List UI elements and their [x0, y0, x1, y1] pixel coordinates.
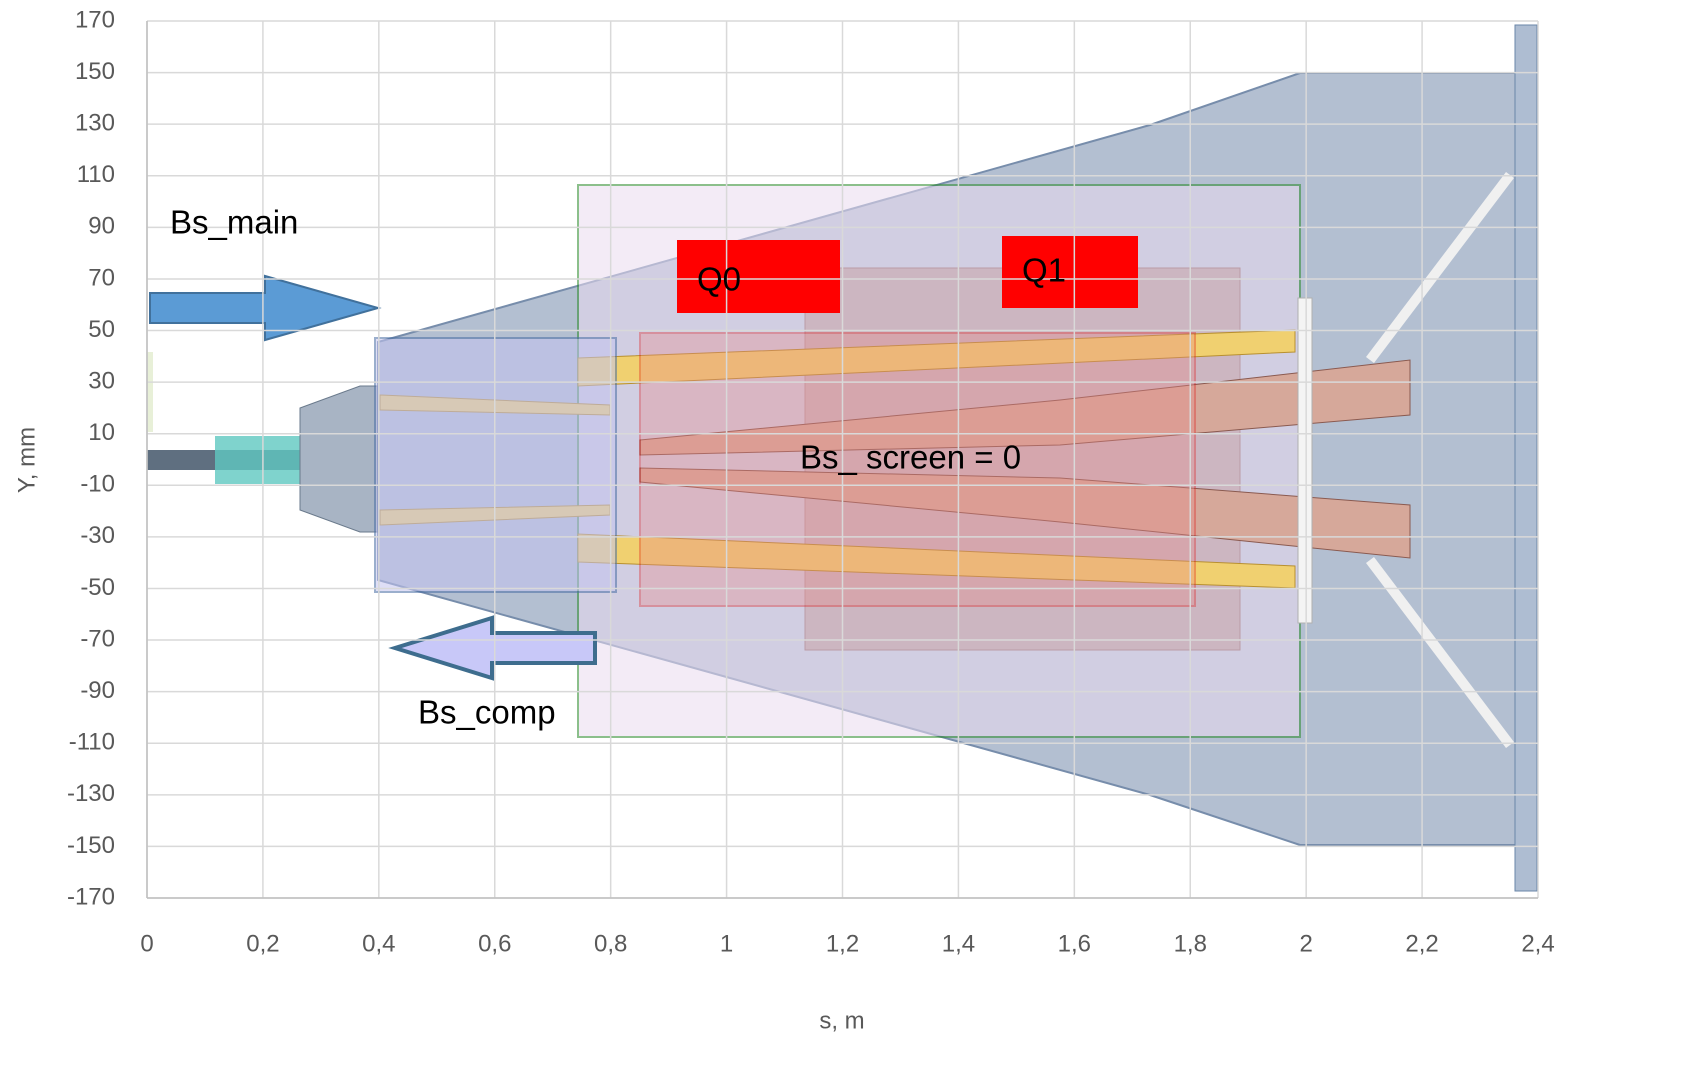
x-tick-label: 2,2	[1405, 930, 1438, 957]
y-tick-label: 170	[75, 6, 115, 33]
annotation: Bs_ screen = 0	[800, 439, 1021, 476]
annotation: Q1	[1022, 252, 1066, 289]
screen-plate	[1298, 298, 1312, 623]
y-tick-label: -10	[80, 471, 115, 498]
end-plate	[1515, 25, 1537, 891]
y-tick-label: -110	[69, 729, 115, 756]
y-tick-label: 50	[88, 316, 115, 343]
annotation: Bs_comp	[418, 694, 556, 731]
y-tick-label: 90	[88, 213, 115, 240]
y-tick-label: -70	[80, 625, 115, 652]
x-tick-label: 0,4	[362, 930, 395, 957]
y-tick-label: -130	[67, 780, 115, 807]
x-tick-label: 0,2	[246, 930, 279, 957]
y-tick-label: 130	[75, 110, 115, 137]
y-tick-label: -90	[80, 677, 115, 704]
x-tick-label: 1,8	[1174, 930, 1207, 957]
x-tick-label: 2	[1299, 930, 1312, 957]
x-tick-label: 1,2	[826, 930, 859, 957]
x-tick-label: 0,6	[478, 930, 511, 957]
annotation: Q0	[697, 261, 741, 298]
bellows	[215, 436, 305, 484]
x-tick-label: 1	[720, 930, 733, 957]
y-tick-label: 10	[88, 419, 115, 446]
x-tick-label: 1,6	[1058, 930, 1091, 957]
page: {"chart_data": {"type": "overlay", "x_la…	[0, 0, 1685, 1086]
y-axis-label: Y, mm	[13, 427, 40, 493]
y-tick-label: 30	[88, 367, 115, 394]
flange	[147, 352, 153, 432]
x-tick-label: 0	[140, 930, 153, 957]
y-tick-label: 110	[77, 161, 115, 188]
x-tick-label: 0,8	[594, 930, 627, 957]
annotation: Bs_main	[170, 204, 298, 241]
y-tick-label: 70	[88, 264, 115, 291]
y-tick-label: -50	[80, 574, 115, 601]
y-tick-label: 150	[75, 58, 115, 85]
y-tick-label: -30	[80, 522, 115, 549]
small-cone	[300, 386, 378, 532]
y-tick-label: -150	[67, 832, 115, 859]
y-tick-label: -170	[67, 883, 115, 910]
chart: 0 0,2 0,4 0,6 0,8 1 1,2 1,4 1,6 1,8 2 2,2 2,4 -170 -15…	[0, 0, 1685, 1086]
x-tick-label: 1,4	[942, 930, 975, 957]
x-axis-label: s, m	[819, 1007, 864, 1034]
x-tick-label: 2,4	[1521, 930, 1554, 957]
